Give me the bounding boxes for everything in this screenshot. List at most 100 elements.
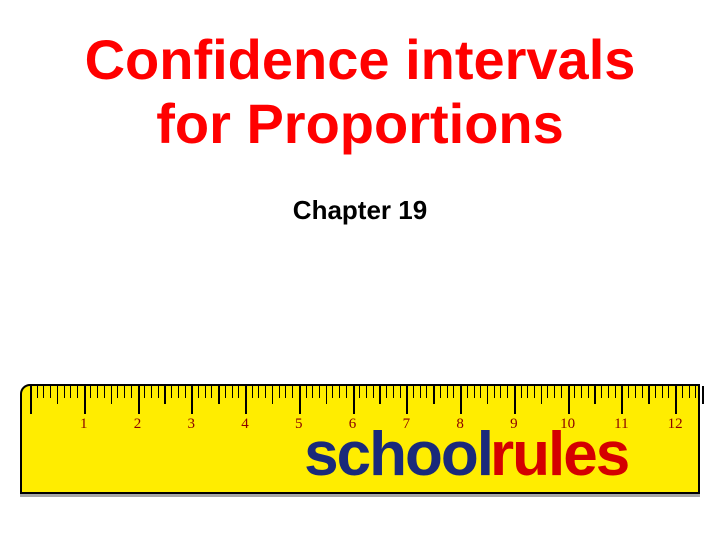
ruler-tick — [668, 386, 669, 398]
ruler-tick — [332, 386, 333, 398]
ruler-tick — [581, 386, 582, 398]
ruler-tick — [178, 386, 179, 398]
ruler-tick — [655, 386, 656, 398]
ruler-tick — [635, 386, 636, 398]
ruler-tick — [258, 386, 259, 398]
title-line-2: for Proportions — [0, 92, 720, 156]
ruler-tick — [306, 386, 307, 398]
ruler-tick — [164, 386, 166, 404]
ruler-tick — [588, 386, 589, 398]
ruler-tick — [70, 386, 71, 398]
ruler-tick — [628, 386, 629, 398]
ruler-tick — [500, 386, 501, 398]
ruler-tick — [453, 386, 454, 398]
ruler-body: 123456789101112 schoolrules — [20, 384, 700, 494]
title-line-1: Confidence intervals — [0, 28, 720, 92]
ruler-tick — [487, 386, 489, 404]
ruler-tick — [319, 386, 320, 398]
ruler-tick — [37, 386, 38, 398]
ruler-tick — [675, 386, 677, 414]
ruler-tick — [648, 386, 650, 404]
ruler-tick — [124, 386, 125, 398]
ruler-tick — [158, 386, 159, 398]
ruler-tick — [406, 386, 408, 414]
ruler-tick — [232, 386, 233, 398]
ruler-tick — [285, 386, 286, 398]
ruler-tick — [151, 386, 152, 398]
ruler-tick — [218, 386, 220, 404]
ruler-tick — [642, 386, 643, 398]
ruler-tick — [527, 386, 528, 398]
ruler-tick — [339, 386, 340, 398]
page-title: Confidence intervals for Proportions — [0, 0, 720, 157]
ruler-tick — [97, 386, 98, 398]
ruler-tick — [426, 386, 427, 398]
ruler-tick — [420, 386, 421, 398]
ruler-tick — [198, 386, 199, 398]
ruler-tick — [299, 386, 301, 414]
ruler-tick — [265, 386, 266, 398]
ruler-tick — [682, 386, 683, 398]
ruler-tick — [507, 386, 508, 398]
ruler-tick — [43, 386, 44, 398]
ruler-tick — [292, 386, 293, 398]
ruler-tick — [104, 386, 105, 398]
ruler-tick — [574, 386, 575, 398]
ruler-graphic: 123456789101112 schoolrules — [20, 384, 700, 494]
ruler-number: 1 — [80, 416, 88, 433]
ruler-tick — [386, 386, 387, 398]
ruler-tick — [474, 386, 475, 398]
ruler-number: 4 — [241, 416, 249, 433]
ruler-tick — [621, 386, 623, 414]
brand-word-1: school — [304, 424, 492, 486]
ruler-tick — [90, 386, 91, 398]
ruler-tick — [514, 386, 516, 414]
ruler-tick — [366, 386, 367, 398]
ruler-tick — [185, 386, 186, 398]
ruler-tick — [494, 386, 495, 398]
ruler-tick — [400, 386, 401, 398]
ruler-tick — [111, 386, 113, 404]
ruler-tick — [541, 386, 543, 404]
ruler-tick — [379, 386, 381, 404]
ruler-tick — [413, 386, 414, 398]
ruler-tick — [601, 386, 602, 398]
ruler-tick — [662, 386, 663, 398]
ruler-tick — [64, 386, 65, 398]
ruler-tick — [211, 386, 212, 398]
ruler-tick — [561, 386, 562, 398]
ruler-tick — [547, 386, 548, 398]
ruler-tick — [353, 386, 355, 414]
ruler-number: 5 — [295, 416, 303, 433]
ruler-tick — [77, 386, 78, 398]
ruler-tick — [359, 386, 360, 398]
ruler-tick — [521, 386, 522, 398]
ruler-tick — [373, 386, 374, 398]
ruler-tick — [252, 386, 253, 398]
ruler-tick — [238, 386, 239, 398]
ruler-tick — [534, 386, 535, 398]
ruler-tick — [594, 386, 596, 404]
ruler-tick — [205, 386, 206, 398]
ruler-tick — [702, 386, 704, 404]
ruler-tick — [695, 386, 696, 398]
ruler-tick — [554, 386, 555, 398]
brand-word-2: rules — [490, 424, 628, 486]
ruler-tick — [272, 386, 274, 404]
ruler-tick — [144, 386, 145, 398]
ruler-tick — [467, 386, 468, 398]
ruler-tick — [615, 386, 616, 398]
subtitle: Chapter 19 — [0, 195, 720, 226]
ruler-tick — [131, 386, 132, 398]
ruler-tick — [225, 386, 226, 398]
ruler-tick — [50, 386, 51, 398]
ruler-number: 12 — [668, 416, 683, 433]
ruler-number: 2 — [134, 416, 142, 433]
ruler-tick — [480, 386, 481, 398]
ruler-tick — [326, 386, 328, 404]
ruler-tick — [312, 386, 313, 398]
ruler-tick — [440, 386, 441, 398]
ruler-tick — [460, 386, 462, 414]
ruler-tick — [689, 386, 690, 398]
ruler-tick — [117, 386, 118, 398]
